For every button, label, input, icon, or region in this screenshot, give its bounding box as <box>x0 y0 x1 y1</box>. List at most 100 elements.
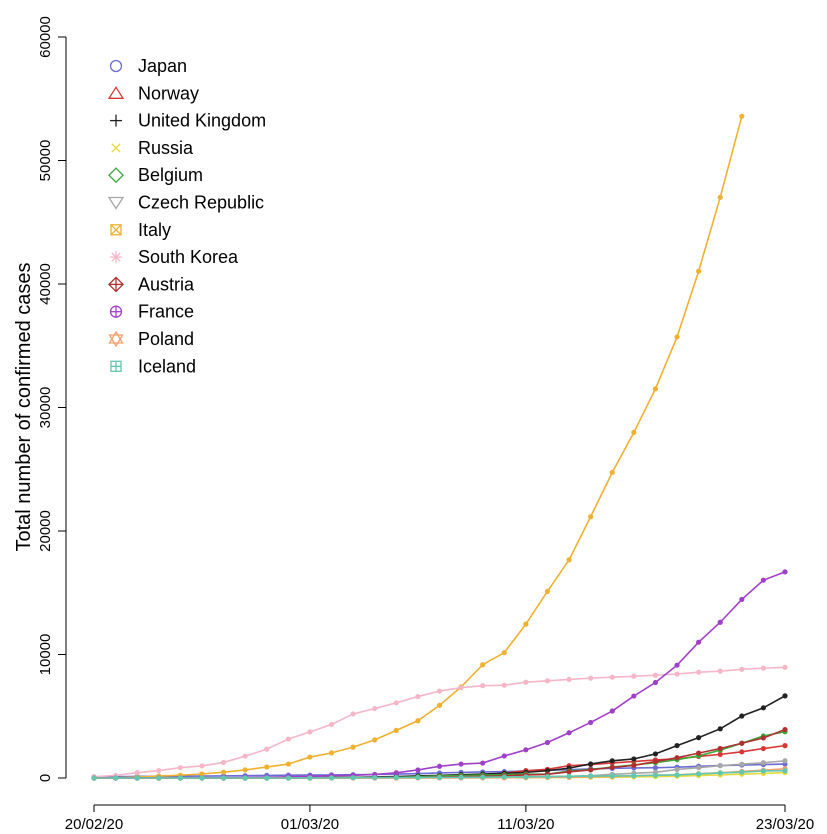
data-point <box>436 774 443 780</box>
data-point <box>458 774 464 780</box>
data-point <box>631 693 637 699</box>
y-tick-label: 60000 <box>37 16 54 58</box>
data-point <box>696 771 702 777</box>
series-france <box>91 569 788 781</box>
data-point <box>415 718 421 724</box>
legend-item: Czech Republic <box>107 193 264 213</box>
data-point <box>328 721 335 728</box>
data-point <box>588 761 594 767</box>
y-tick-label: 0 <box>37 774 54 782</box>
x-tick-label: 01/03/20 <box>281 816 339 833</box>
data-point <box>588 773 594 779</box>
data-point <box>372 737 378 743</box>
data-point <box>264 764 270 770</box>
data-point <box>393 727 399 733</box>
data-point <box>739 666 745 672</box>
data-point <box>652 679 659 686</box>
data-point <box>652 751 659 757</box>
x-axis-ticks: 20/02/20 01/03/20 11/03/20 23/03/20 <box>65 805 814 833</box>
data-point <box>307 775 313 781</box>
legend-marker-icon <box>110 114 122 127</box>
data-point <box>264 775 270 781</box>
data-point <box>415 767 421 773</box>
data-point <box>588 767 594 773</box>
data-point <box>652 386 659 392</box>
data-point <box>739 740 745 746</box>
data-point <box>264 746 270 752</box>
data-point <box>544 678 551 684</box>
data-point <box>717 770 723 776</box>
data-point <box>739 769 745 775</box>
y-tick-label: 30000 <box>37 387 54 429</box>
legend-label: Iceland <box>138 356 196 376</box>
data-point <box>501 682 507 688</box>
data-point <box>674 766 680 773</box>
data-point <box>760 577 767 583</box>
data-point <box>372 705 378 712</box>
data-point <box>134 770 140 776</box>
series-iceland <box>91 768 788 781</box>
data-point <box>760 705 767 711</box>
data-point <box>285 736 291 742</box>
legend-item: United Kingdom <box>110 111 266 131</box>
data-point <box>307 729 313 735</box>
y-tick-label: 40000 <box>37 263 54 305</box>
data-point <box>436 702 443 708</box>
y-axis-ticks: 0 10000 20000 30000 40000 50000 60000 <box>37 16 66 782</box>
data-point <box>480 662 486 668</box>
data-point <box>242 775 248 781</box>
data-point <box>566 769 572 775</box>
data-point <box>696 735 702 741</box>
data-point <box>717 619 723 625</box>
legend-item: Italy <box>110 220 171 240</box>
data-point <box>717 668 723 674</box>
legend-item: France <box>109 302 194 322</box>
data-point <box>674 742 680 749</box>
data-point <box>588 719 594 726</box>
legend-label: South Korea <box>138 247 239 267</box>
data-point <box>544 588 551 594</box>
data-point <box>436 763 443 769</box>
data-point <box>436 688 443 694</box>
data-point <box>739 596 745 603</box>
data-point <box>393 700 399 706</box>
data-point <box>760 768 767 774</box>
data-point <box>566 557 572 563</box>
data-point <box>782 726 788 733</box>
legend-marker-icon <box>109 59 123 73</box>
data-point <box>674 334 680 340</box>
data-point <box>242 767 248 773</box>
data-point <box>458 761 464 767</box>
data-point <box>717 763 723 769</box>
data-point <box>566 773 572 779</box>
data-point <box>220 769 227 775</box>
data-point <box>523 747 529 753</box>
data-point <box>350 744 356 750</box>
data-point <box>696 750 702 756</box>
data-point <box>652 758 659 765</box>
data-point <box>652 765 659 771</box>
data-point <box>696 639 702 645</box>
data-point <box>156 767 162 774</box>
data-point <box>544 773 551 780</box>
legend-item: Austria <box>108 274 195 294</box>
data-point <box>609 773 615 779</box>
x-tick-label: 23/03/20 <box>756 816 814 833</box>
data-point <box>372 774 378 781</box>
legend-label: Poland <box>138 329 194 349</box>
y-axis-title: Total number of confirmed cases <box>13 262 35 551</box>
series-layer <box>91 113 788 781</box>
data-point <box>566 730 572 736</box>
legend-marker-icon <box>108 330 124 348</box>
data-point <box>631 429 637 436</box>
data-point <box>220 759 227 766</box>
x-tick-label: 20/02/20 <box>65 816 123 833</box>
series-line <box>93 666 786 778</box>
data-point <box>242 753 248 759</box>
data-point <box>652 772 659 778</box>
data-point <box>631 773 637 779</box>
legend-label: Belgium <box>138 165 203 185</box>
data-point <box>782 743 788 749</box>
data-point <box>760 760 767 766</box>
